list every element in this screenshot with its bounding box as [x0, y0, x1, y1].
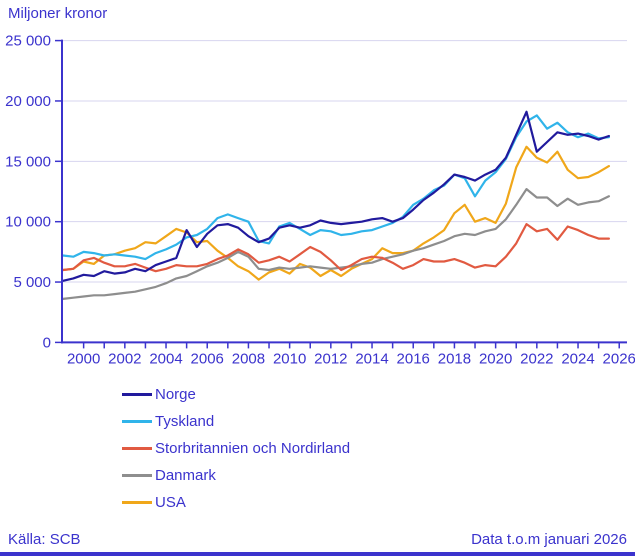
x-tick-label: 2026: [603, 350, 635, 367]
y-tick-label: 0: [43, 334, 51, 351]
y-tick-label: 25 000: [5, 33, 51, 50]
legend: Norge Tyskland Storbritannien och Nordir…: [122, 381, 350, 516]
x-tick-label: 2016: [397, 350, 430, 367]
bottom-accent-bar: [0, 552, 635, 556]
legend-swatch-norge: [122, 393, 152, 396]
x-tick-label: 2012: [314, 350, 347, 367]
legend-swatch-storbritannien: [122, 447, 152, 450]
series-line-storbritannien-och-nordirland: [61, 223, 611, 273]
x-tick-label: 2006: [191, 350, 224, 367]
x-tick-label: 2014: [355, 350, 388, 367]
legend-item-norge: Norge: [122, 381, 350, 408]
x-tick-label: 2020: [479, 350, 512, 367]
legend-label: Norge: [155, 386, 196, 403]
legend-item-danmark: Danmark: [122, 462, 350, 489]
line-chart: 0 5 000 10 000 15 000 20 000 25 000 2000 2002 20…: [5, 33, 635, 368]
source-text: Källa: SCB: [8, 530, 81, 548]
x-tick-label: 2018: [438, 350, 471, 367]
legend-item-tyskland: Tyskland: [122, 408, 350, 435]
legend-label: Danmark: [155, 467, 216, 484]
legend-label: USA: [155, 494, 186, 511]
x-tick-label: 2008: [232, 350, 265, 367]
legend-swatch-usa: [122, 501, 152, 504]
x-tick-label: 2004: [149, 350, 182, 367]
chart-title: Miljoner kronor: [8, 5, 108, 22]
series-line-usa: [61, 145, 611, 281]
x-tick-label: 2022: [520, 350, 553, 367]
y-tick-label: 15 000: [5, 153, 51, 170]
y-tick-label: 5 000: [13, 274, 51, 291]
series-line-tyskland: [61, 114, 611, 261]
y-tick-label: 20 000: [5, 93, 51, 110]
legend-label: Storbritannien och Nordirland: [155, 440, 351, 457]
data-note-text: Data t.o.m januari 2026: [471, 530, 627, 548]
footer: Källa: SCB Data t.o.m januari 2026: [0, 528, 635, 550]
series-line-danmark: [61, 188, 611, 300]
x-tick-label: 2002: [108, 350, 141, 367]
legend-item-storbritannien: Storbritannien och Nordirland: [122, 435, 350, 462]
x-tick-label: 2000: [67, 350, 100, 367]
legend-label: Tyskland: [155, 413, 215, 430]
y-tick-label: 10 000: [5, 214, 51, 231]
legend-swatch-tyskland: [122, 420, 152, 423]
x-tick-label: 2024: [561, 350, 594, 367]
x-tick-label: 2010: [273, 350, 306, 367]
series-line-norge: [61, 110, 611, 282]
chart-canvas: 0 5 000 10 000 15 000 20 000 25 000 2000 2002 20…: [5, 33, 635, 368]
legend-swatch-danmark: [122, 474, 152, 477]
legend-item-usa: USA: [122, 489, 350, 516]
